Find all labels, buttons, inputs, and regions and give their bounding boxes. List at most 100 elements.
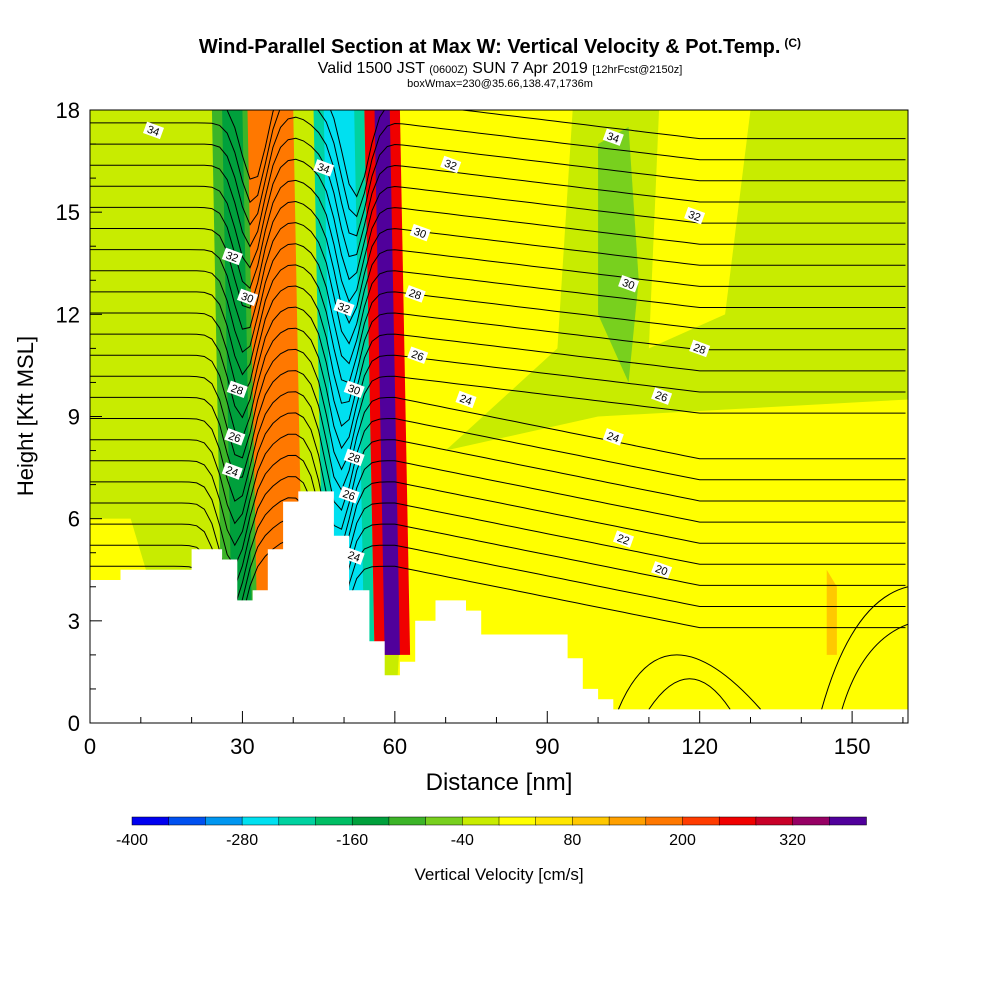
terrain-mask — [90, 491, 908, 723]
contour-label-bg — [455, 390, 477, 409]
x-axis: 0 30 60 90 120 150 — [84, 711, 904, 759]
theta-contour — [90, 348, 906, 471]
theta-contour — [90, 285, 906, 404]
colorbar-tick-label: -40 — [451, 832, 474, 849]
contour-label: 24 — [221, 462, 243, 480]
velocity-region — [648, 110, 751, 349]
colorbar-swatch — [535, 816, 574, 826]
contour-label: 30 — [236, 288, 259, 307]
contour-label-text: 34 — [145, 124, 161, 139]
contour-label-bg — [651, 561, 673, 579]
valid-time: Valid 1500 JST — [317, 60, 425, 77]
contour-label-text: 28 — [407, 287, 423, 302]
colorbar-swatch — [462, 816, 500, 826]
theta-contour — [617, 654, 762, 710]
contour-label-text: 28 — [346, 451, 362, 466]
contour-label-bg — [602, 128, 624, 146]
contour-label: 28 — [226, 380, 248, 399]
theta-contour — [90, 179, 906, 303]
theta-contour — [821, 586, 908, 710]
contour-label-bg — [440, 155, 462, 174]
contour-label: 30 — [618, 274, 640, 293]
contour-label-bg — [313, 159, 335, 177]
contour-label-text: 30 — [239, 291, 255, 306]
theta-contours — [90, 110, 908, 710]
contour-label-text: 24 — [605, 430, 621, 445]
contour-label: 34 — [602, 128, 624, 146]
y-tick-label: 15 — [56, 200, 80, 225]
theta-contour — [90, 158, 906, 281]
contour-label: 20 — [651, 561, 673, 579]
copyright-mark: (C) — [784, 36, 802, 50]
contour-label-text: 32 — [686, 209, 702, 224]
contour-label-bg — [343, 547, 365, 565]
contour-label-bg — [142, 121, 165, 140]
theta-contour — [90, 110, 906, 218]
x-tick-label: 30 — [230, 734, 254, 759]
x-tick-label: 60 — [383, 734, 407, 759]
colorbar-swatch — [388, 816, 427, 826]
x-tick-label: 0 — [84, 734, 96, 759]
contour-label-text: 26 — [653, 389, 669, 404]
theta-contour — [226, 110, 906, 198]
colorbar-swatch — [829, 816, 867, 826]
contour-label-bg — [651, 387, 673, 405]
contour-label-text: 26 — [341, 488, 357, 503]
colorbar-swatch — [205, 816, 243, 826]
contour-label-text: 28 — [229, 383, 245, 398]
theta-contour — [90, 116, 906, 237]
contour-label-bg — [612, 530, 635, 548]
y-tick-label: 12 — [56, 302, 80, 327]
colorbar-swatch — [682, 816, 720, 826]
contour-label-bg — [224, 428, 246, 446]
y-tick-label: 3 — [68, 609, 80, 634]
y-axis-label: Height [Kft MSL] — [13, 336, 38, 496]
velocity-region — [826, 569, 837, 655]
contour-label-bg — [236, 288, 259, 307]
colorbar-label: Vertical Velocity [cm/s] — [414, 865, 583, 884]
y-tick-label: 9 — [68, 405, 80, 430]
theta-contour — [90, 327, 906, 450]
theta-contour — [90, 243, 906, 365]
colorbar-swatch — [498, 816, 537, 826]
colorbar-swatch — [131, 816, 170, 826]
chart-title: Wind-Parallel Section at Max W: Vertical… — [0, 36, 1000, 59]
theta-contour — [90, 370, 906, 492]
theta-contour — [90, 264, 906, 384]
contour-label-text: 32 — [443, 158, 459, 173]
theta-contour — [841, 623, 908, 710]
contour-label-bg — [226, 380, 248, 399]
theta-contour — [90, 433, 906, 550]
x-tick-label: 90 — [535, 734, 559, 759]
contour-label: 32 — [440, 155, 462, 174]
contour-labels: 34 34 32 32 30 30 28 28 26 26 24 24 22 20 34 32 30 28 26 24… — [142, 121, 711, 579]
contour-label-text: 30 — [620, 277, 636, 292]
contour-label: 30 — [409, 223, 431, 242]
theta-contour — [90, 222, 906, 345]
valid-date: SUN 7 Apr 2019 — [472, 60, 588, 77]
colorbar-swatch — [425, 816, 464, 826]
contour-label: 24 — [343, 547, 365, 565]
contour-label: 28 — [404, 285, 426, 303]
contour-label: 32 — [333, 298, 355, 317]
chart-title-text: Wind-Parallel Section at Max W: Vertical… — [198, 36, 781, 58]
y-tick-label: 0 — [68, 711, 80, 736]
colorbar-swatch — [718, 816, 757, 826]
contour-label-bg — [404, 285, 426, 303]
colorbar-tick-label: -280 — [226, 832, 258, 849]
velocity-region — [384, 110, 573, 587]
contour-label-text: 24 — [224, 464, 240, 479]
contour-label-text: 24 — [458, 393, 474, 408]
contour-label: 34 — [142, 121, 165, 140]
contour-label-text: 26 — [227, 430, 243, 445]
contour-label-text: 30 — [346, 383, 362, 398]
contour-label-text: 20 — [653, 563, 669, 578]
colorbar-tick-label: 200 — [669, 832, 696, 849]
contour-label-bg — [618, 274, 640, 293]
colorbar-tick-label: 80 — [564, 832, 582, 849]
theta-contour — [90, 412, 906, 530]
contour-label-text: 34 — [316, 161, 332, 176]
forecast-info: [12hrFcst@2150z] — [592, 64, 683, 76]
contour-label-text: 26 — [410, 348, 426, 363]
contour-label-text: 34 — [605, 130, 621, 145]
